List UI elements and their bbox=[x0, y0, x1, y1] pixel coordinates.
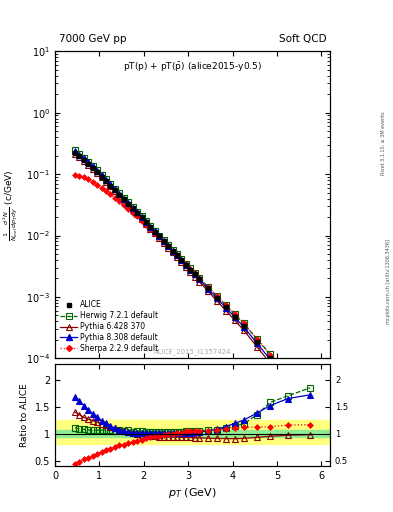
Text: mcplots.cern.ch [arXiv:1306.3436]: mcplots.cern.ch [arXiv:1306.3436] bbox=[386, 239, 391, 324]
X-axis label: $p_T$ (GeV): $p_T$ (GeV) bbox=[168, 486, 217, 500]
Legend: ALICE, Herwig 7.2.1 default, Pythia 6.428 370, Pythia 8.308 default, Sherpa 2.2.: ALICE, Herwig 7.2.1 default, Pythia 6.42… bbox=[59, 299, 160, 355]
Text: ALICE_2015_I1357424: ALICE_2015_I1357424 bbox=[154, 349, 231, 355]
Y-axis label: Ratio to ALICE: Ratio to ALICE bbox=[20, 383, 29, 446]
Text: Rivet 3.1.10, ≥ 3M events: Rivet 3.1.10, ≥ 3M events bbox=[381, 112, 386, 175]
Y-axis label: $\frac{1}{N_{inel}}\frac{d^2N}{dp_{T}dy}$ (c/GeV): $\frac{1}{N_{inel}}\frac{d^2N}{dp_{T}dy}… bbox=[2, 169, 20, 241]
Text: 7000 GeV pp: 7000 GeV pp bbox=[59, 33, 127, 44]
Text: Soft QCD: Soft QCD bbox=[279, 33, 326, 44]
Text: pT(p) + pT($\bar{\rm p}$) (alice2015-y0.5): pT(p) + pT($\bar{\rm p}$) (alice2015-y0.… bbox=[123, 60, 262, 73]
